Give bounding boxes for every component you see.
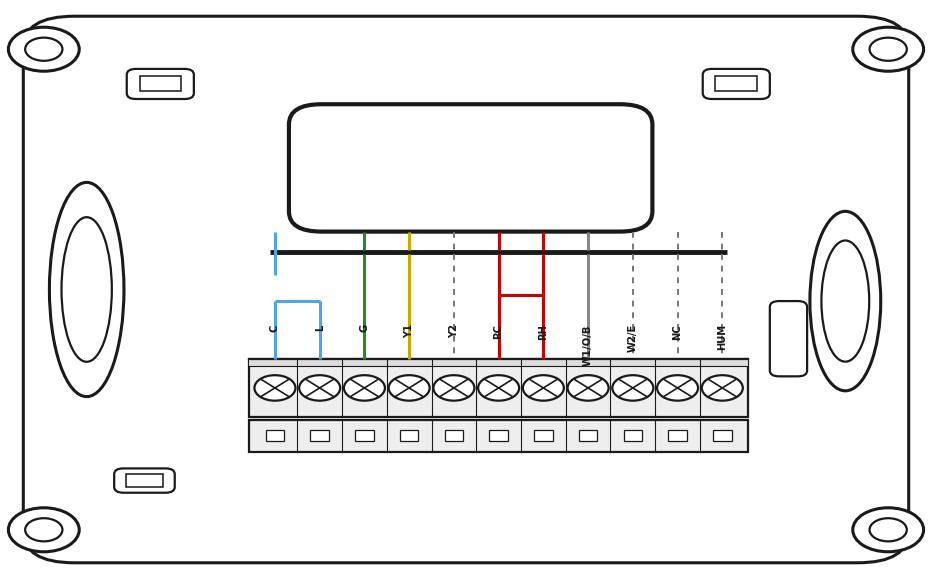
Circle shape bbox=[853, 508, 924, 552]
Circle shape bbox=[344, 375, 385, 401]
Bar bbox=[716, 76, 757, 91]
Bar bbox=[713, 430, 732, 441]
Circle shape bbox=[478, 375, 519, 401]
Text: HUM: HUM bbox=[718, 324, 727, 350]
Ellipse shape bbox=[49, 182, 124, 397]
Bar bbox=[310, 430, 329, 441]
Bar bbox=[579, 430, 597, 441]
Circle shape bbox=[853, 27, 924, 71]
Text: C: C bbox=[270, 324, 280, 332]
FancyBboxPatch shape bbox=[703, 69, 770, 99]
Circle shape bbox=[657, 375, 698, 401]
Text: RH: RH bbox=[539, 324, 548, 340]
Text: W2/E: W2/E bbox=[628, 324, 637, 353]
Bar bbox=[140, 76, 181, 91]
Bar bbox=[534, 430, 553, 441]
FancyBboxPatch shape bbox=[770, 301, 807, 376]
Circle shape bbox=[8, 508, 79, 552]
Circle shape bbox=[299, 375, 340, 401]
Circle shape bbox=[433, 375, 474, 401]
Ellipse shape bbox=[62, 217, 112, 362]
FancyBboxPatch shape bbox=[127, 69, 194, 99]
Text: G: G bbox=[360, 324, 369, 332]
Bar bbox=[126, 475, 163, 486]
Text: W1/O/B: W1/O/B bbox=[583, 324, 593, 365]
Text: NC: NC bbox=[673, 324, 682, 340]
Circle shape bbox=[389, 375, 430, 401]
Circle shape bbox=[870, 38, 907, 61]
Circle shape bbox=[523, 375, 564, 401]
Circle shape bbox=[25, 518, 62, 541]
Circle shape bbox=[870, 518, 907, 541]
Bar bbox=[668, 430, 687, 441]
Ellipse shape bbox=[810, 211, 881, 391]
Bar bbox=[445, 430, 463, 441]
Bar bbox=[624, 430, 642, 441]
Bar bbox=[355, 430, 374, 441]
Text: L: L bbox=[315, 324, 324, 331]
Bar bbox=[489, 430, 508, 441]
Circle shape bbox=[8, 27, 79, 71]
Text: Y1: Y1 bbox=[404, 324, 414, 339]
Text: RC: RC bbox=[494, 324, 503, 339]
Bar bbox=[266, 430, 284, 441]
Ellipse shape bbox=[821, 240, 870, 362]
Circle shape bbox=[702, 375, 743, 401]
FancyBboxPatch shape bbox=[289, 104, 652, 232]
Bar bbox=[249, 359, 748, 366]
Bar bbox=[249, 420, 748, 452]
Circle shape bbox=[568, 375, 609, 401]
Circle shape bbox=[254, 375, 295, 401]
Circle shape bbox=[612, 375, 653, 401]
Circle shape bbox=[25, 38, 62, 61]
FancyBboxPatch shape bbox=[114, 468, 175, 493]
Bar bbox=[400, 430, 418, 441]
Bar bbox=[249, 359, 748, 417]
FancyBboxPatch shape bbox=[23, 16, 909, 563]
Text: Y2: Y2 bbox=[449, 324, 459, 338]
